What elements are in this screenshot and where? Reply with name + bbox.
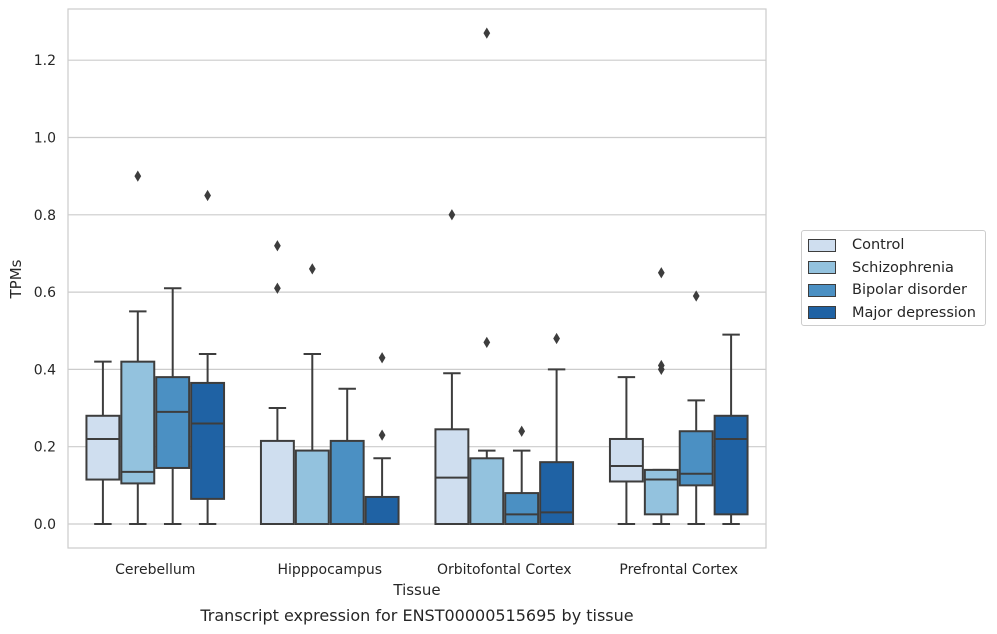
x-tick-label: Prefrontal Cortex [619, 562, 738, 578]
outlier-point [204, 189, 211, 202]
box-major-depression [190, 189, 226, 525]
legend-label: Bipolar disorder [852, 282, 967, 298]
box-iqr [504, 492, 540, 525]
box-bipolar-disorder [678, 290, 714, 525]
legend-swatch [808, 283, 836, 297]
box-iqr [539, 461, 575, 526]
box-iqr [120, 360, 156, 485]
box-iqr [294, 449, 330, 525]
x-tick-label: Hipppocampus [277, 562, 382, 578]
y-axis-ticks: 0.0 0.2 0.4 0.6 0.8 1.0 1.2 [34, 53, 56, 533]
y-tick-label: 0.2 [34, 440, 56, 456]
legend-label: Schizophrenia [852, 259, 954, 276]
box-major-depression [539, 332, 575, 526]
outlier-point [378, 429, 386, 441]
y-tick-label: 0.4 [34, 362, 56, 378]
outlier-point [657, 267, 665, 279]
outlier-point [692, 290, 700, 302]
outlier-point [274, 282, 281, 294]
box-major-depression [713, 333, 749, 525]
legend-label: Major depression [852, 304, 976, 321]
box-iqr [713, 414, 749, 516]
legend-item: Bipolar disorder [808, 280, 967, 300]
outlier-point [483, 336, 491, 348]
legend-item: Control [808, 235, 904, 255]
box-iqr [678, 430, 714, 487]
x-tick-label: Cerebellum [115, 562, 195, 578]
box-iqr [608, 437, 644, 483]
box-schizophrenia [120, 170, 156, 525]
box-iqr [469, 457, 505, 526]
box-control [434, 209, 470, 525]
x-axis-ticks: Cerebellum Hipppocampus Orbitofontal Corte… [115, 562, 738, 578]
box-iqr [259, 439, 295, 525]
box-iqr [364, 495, 400, 526]
legend-swatch [808, 238, 836, 252]
y-tick-label: 0.6 [34, 285, 56, 301]
legend: Control Schizophrenia Bipolar disorder Majo… [801, 230, 986, 326]
legend-item: Major depression [808, 303, 976, 323]
outlier-point [518, 425, 526, 437]
outlier-point [378, 352, 386, 364]
x-tick-label: Orbitofontal Cortex [437, 562, 572, 578]
box-bipolar-disorder [155, 287, 191, 525]
box-iqr [329, 439, 365, 525]
box-major-depression [364, 352, 400, 526]
box-iqr [155, 376, 191, 469]
box-series [85, 27, 749, 526]
box-control [85, 360, 121, 525]
box-schizophrenia [469, 27, 505, 526]
y-tick-label: 1.0 [34, 131, 56, 147]
box-bipolar-disorder [504, 425, 540, 525]
y-tick-label: 0.8 [34, 208, 56, 224]
box-iqr [85, 414, 121, 481]
outlier-point [657, 359, 665, 372]
box-iqr [190, 381, 226, 500]
legend-label: Control [852, 237, 905, 253]
box-schizophrenia [643, 267, 679, 525]
box-bipolar-disorder [329, 387, 365, 525]
legend-item: Schizophrenia [808, 258, 954, 278]
legend-swatch [808, 261, 836, 274]
box-control [259, 240, 295, 525]
box-schizophrenia [294, 263, 330, 525]
outlier-point [274, 240, 281, 252]
y-axis-label: TPMs [7, 259, 25, 299]
outlier-point [134, 170, 142, 182]
y-tick-label: 0.0 [34, 517, 56, 533]
box-control [608, 376, 644, 525]
outlier-point [308, 263, 316, 275]
box-iqr [643, 468, 679, 516]
y-tick-label: 1.2 [34, 53, 56, 69]
x-axis-label: Tissue [392, 581, 440, 599]
outlier-point [448, 209, 456, 221]
outlier-point [553, 332, 560, 345]
legend-swatch [808, 306, 836, 319]
figure-caption: Transcript expression for ENST0000051569… [200, 606, 634, 625]
outlier-point [483, 27, 491, 39]
